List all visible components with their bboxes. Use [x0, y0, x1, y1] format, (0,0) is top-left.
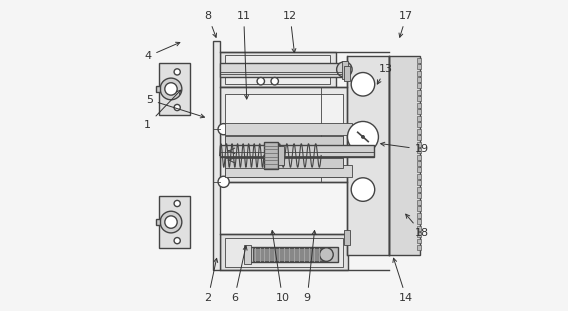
- Bar: [225, 158, 343, 168]
- Text: 2: 2: [204, 258, 218, 303]
- Text: 19: 19: [381, 142, 429, 154]
- Bar: [225, 238, 343, 267]
- Bar: [220, 52, 336, 87]
- Circle shape: [362, 136, 364, 138]
- Bar: [417, 90, 421, 95]
- Bar: [225, 123, 352, 135]
- Bar: [417, 213, 421, 218]
- Circle shape: [348, 121, 378, 152]
- Bar: [417, 239, 421, 244]
- Circle shape: [174, 69, 180, 75]
- Bar: [344, 66, 350, 81]
- Bar: [417, 232, 421, 237]
- Circle shape: [218, 123, 229, 135]
- Bar: [225, 55, 331, 84]
- Text: 8: 8: [204, 11, 216, 37]
- Bar: [344, 230, 350, 245]
- Bar: [417, 148, 421, 153]
- Bar: [158, 196, 190, 248]
- Bar: [417, 225, 421, 230]
- Circle shape: [165, 216, 177, 228]
- Text: 1: 1: [144, 90, 181, 130]
- Bar: [417, 103, 421, 108]
- Bar: [417, 174, 421, 179]
- Text: 4: 4: [144, 42, 180, 62]
- Bar: [278, 146, 284, 165]
- Circle shape: [351, 72, 375, 96]
- Bar: [417, 142, 421, 146]
- Bar: [156, 219, 160, 225]
- Bar: [158, 63, 190, 115]
- Circle shape: [174, 238, 180, 244]
- Circle shape: [160, 211, 182, 233]
- Circle shape: [320, 248, 333, 261]
- Circle shape: [165, 83, 177, 95]
- Bar: [417, 116, 421, 121]
- Text: 13: 13: [377, 64, 393, 84]
- Bar: [225, 165, 352, 177]
- Bar: [220, 145, 374, 157]
- Bar: [417, 193, 421, 198]
- Circle shape: [337, 62, 352, 77]
- Text: 12: 12: [283, 11, 297, 53]
- Bar: [389, 56, 420, 255]
- Bar: [417, 71, 421, 76]
- Circle shape: [351, 178, 375, 201]
- Bar: [417, 161, 421, 166]
- Text: 11: 11: [237, 11, 250, 99]
- Bar: [244, 245, 252, 264]
- Bar: [225, 136, 343, 146]
- Bar: [225, 94, 343, 177]
- Bar: [156, 86, 160, 92]
- Bar: [417, 180, 421, 185]
- Bar: [220, 63, 344, 77]
- Bar: [342, 61, 348, 79]
- Circle shape: [174, 104, 180, 111]
- Circle shape: [160, 78, 182, 100]
- Bar: [417, 64, 421, 69]
- Bar: [220, 87, 348, 182]
- Bar: [417, 129, 421, 134]
- Bar: [417, 109, 421, 114]
- Circle shape: [257, 77, 265, 85]
- Circle shape: [271, 77, 278, 85]
- Bar: [417, 122, 421, 127]
- Text: 10: 10: [271, 230, 290, 303]
- Bar: [417, 187, 421, 192]
- Bar: [417, 83, 421, 88]
- Bar: [417, 77, 421, 82]
- Bar: [264, 142, 278, 169]
- Bar: [348, 56, 389, 255]
- Text: 18: 18: [406, 214, 429, 238]
- Bar: [417, 58, 421, 63]
- Bar: [220, 234, 348, 270]
- Bar: [417, 135, 421, 140]
- Bar: [250, 247, 338, 262]
- Bar: [417, 200, 421, 205]
- Bar: [253, 248, 326, 261]
- Bar: [417, 155, 421, 160]
- Bar: [417, 96, 421, 101]
- Text: 17: 17: [399, 11, 414, 37]
- Text: 5: 5: [146, 95, 204, 118]
- Text: 6: 6: [231, 246, 247, 303]
- Text: 9: 9: [304, 230, 316, 303]
- Bar: [213, 41, 220, 270]
- Text: 14: 14: [393, 258, 414, 303]
- Bar: [417, 219, 421, 224]
- Bar: [417, 245, 421, 250]
- Bar: [417, 167, 421, 172]
- Bar: [417, 206, 421, 211]
- Circle shape: [174, 200, 180, 207]
- Circle shape: [218, 176, 229, 188]
